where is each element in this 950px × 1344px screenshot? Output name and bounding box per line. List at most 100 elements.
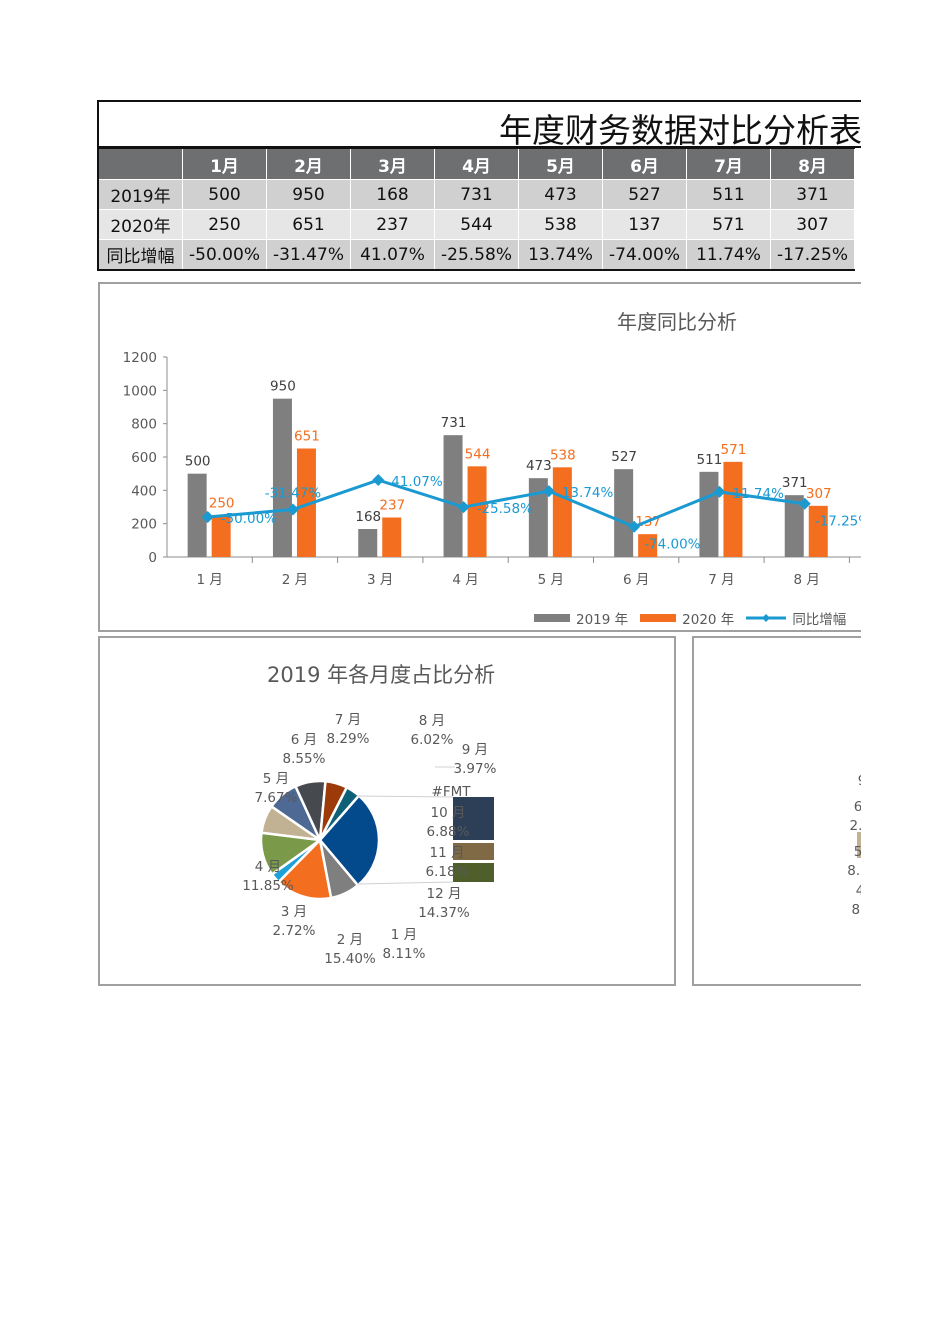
pie-label-month: 6 月 — [290, 732, 318, 748]
header-cell[interactable] — [97, 147, 183, 180]
table-cell[interactable]: 41.07% — [350, 239, 435, 271]
table-cell[interactable]: 500 — [182, 179, 267, 210]
y-tick-label: 1200 — [123, 350, 157, 366]
table-cell[interactable]: -74.00% — [602, 239, 687, 271]
legend-label-2019: 2019 年 — [576, 612, 629, 628]
pie-data-label: 1 月 8.11% — [383, 926, 426, 964]
table-cell[interactable]: -50.00% — [182, 239, 267, 271]
y-tick-label: 0 — [148, 550, 157, 566]
pie-label-month: 5 月 — [262, 771, 290, 787]
stacked-bar-segment — [453, 843, 494, 860]
growth-label: -25.58% — [477, 501, 534, 517]
bar-2020 — [382, 517, 402, 557]
pie-data-label: 12 月 14.37% — [418, 885, 469, 923]
table-cell[interactable]: 511 — [686, 179, 771, 210]
pie-chart-title: 2019 年各月度占比分析 — [267, 663, 496, 687]
bar-2020 — [723, 461, 743, 557]
table-cell[interactable]: -25.58% — [434, 239, 519, 271]
table-cell[interactable]: 950 — [266, 179, 351, 210]
pie-label-month: 12 月 — [426, 886, 462, 902]
x-tick-label: 7 月 — [708, 572, 734, 588]
sheet-viewport: 年度财务数据对比分析表 1月 2月 3月 4月 5月 6月 7月 8月 2019… — [97, 100, 861, 986]
pie-data-label: 10 月 6.88% — [427, 804, 470, 842]
growth-point — [372, 474, 385, 487]
clipped-label: 8.6 — [847, 863, 861, 879]
table-cell[interactable]: 137 — [602, 209, 687, 240]
pie-label-pct: 6.18% — [425, 864, 469, 880]
bar-2020 — [296, 448, 316, 557]
header-cell[interactable]: 2月 — [266, 147, 351, 180]
bar-2020 — [211, 515, 231, 557]
bar-2019 — [358, 529, 378, 557]
table-cell[interactable]: 571 — [686, 209, 771, 240]
connector-line — [356, 795, 454, 798]
y-tick-label: 600 — [131, 450, 157, 466]
growth-label: -74.00% — [644, 537, 701, 553]
bar-2019 — [272, 398, 292, 557]
row-label[interactable]: 2020年 — [97, 209, 183, 240]
data-table: 1月 2月 3月 4月 5月 6月 7月 8月 2019年 500 950 16… — [97, 147, 855, 271]
stacked-bar-segment — [453, 797, 494, 840]
clipped-label: 6 — [853, 799, 861, 815]
header-cell[interactable]: 5月 — [518, 147, 603, 180]
header-cell[interactable]: 3月 — [350, 147, 435, 180]
table-cell[interactable]: 371 — [770, 179, 855, 210]
pie-label-pct: 15.40% — [324, 951, 376, 967]
table-cell[interactable]: 473 — [518, 179, 603, 210]
pie-data-label: 3 月 2.72% — [273, 903, 316, 941]
pie-label-pct: 8.55% — [282, 751, 326, 767]
table-cell[interactable]: 168 — [350, 179, 435, 210]
bar-2020 — [638, 534, 658, 557]
table-cell[interactable]: 538 — [518, 209, 603, 240]
bar-label-2019: 511 — [697, 452, 723, 468]
header-cell[interactable]: 6月 — [602, 147, 687, 180]
header-cell[interactable]: 1月 — [182, 147, 267, 180]
table-cell[interactable]: 307 — [770, 209, 855, 240]
pie-data-label: 8 月 6.02% — [411, 712, 454, 750]
row-label[interactable]: 2019年 — [97, 179, 183, 210]
pie-label-pct: 11.85% — [242, 878, 294, 894]
x-tick-label: 3 月 — [367, 572, 393, 588]
growth-label: -50.00% — [221, 511, 278, 527]
pie-chart-2020[interactable] — [692, 636, 861, 986]
table-cell[interactable]: -17.25% — [770, 239, 855, 271]
pie-label-pct: 8.29% — [326, 731, 370, 747]
row-label[interactable]: 同比增幅 — [97, 239, 183, 271]
growth-label: 13.74% — [562, 485, 614, 501]
pie-label-pct: 14.37% — [418, 905, 470, 921]
pie-label-month: 7 月 — [334, 712, 362, 728]
pie-label-month: 10 月 — [430, 805, 466, 821]
clipped-label: 2. — [849, 818, 861, 834]
pie-data-label: 5 月 7.67% — [255, 770, 298, 808]
bar-label-2019: 371 — [782, 475, 808, 491]
table-cell[interactable]: -31.47% — [266, 239, 351, 271]
legend-swatch-2019 — [534, 614, 570, 622]
pie-label-pct: 2.72% — [272, 923, 316, 939]
yoy-chart-plot: 0 200 400 600 800 1000 1200 1 月 2 月 3 月 4 月 5 月 6 月 7… — [123, 350, 861, 588]
pie-data-label: 9 月 3.97% — [454, 741, 497, 779]
legend-label-2020: 2020 年 — [682, 612, 735, 628]
pie-chart-2019[interactable] — [98, 636, 676, 986]
yoy-chart[interactable] — [98, 282, 861, 632]
y-tick-label: 800 — [131, 417, 157, 433]
sheet-title: 年度财务数据对比分析表 — [499, 111, 861, 150]
growth-label: -17.25% — [815, 514, 861, 530]
bar-label-2019: 731 — [441, 415, 467, 431]
table-row: 2020年 250 651 237 544 538 137 571 307 — [97, 209, 855, 240]
bar-label-2019: 473 — [526, 458, 552, 474]
table-cell[interactable]: 13.74% — [518, 239, 603, 271]
pie-label-month: 11 月 — [429, 845, 465, 861]
yoy-chart-title: 年度同比分析 — [617, 310, 737, 334]
growth-point — [286, 503, 299, 516]
legend-swatch-growth — [746, 614, 787, 622]
table-cell[interactable]: 651 — [266, 209, 351, 240]
header-cell[interactable]: 4月 — [434, 147, 519, 180]
table-cell[interactable]: 731 — [434, 179, 519, 210]
yoy-chart-legend: 2019 年 2020 年 同比增幅 — [534, 608, 846, 628]
bar-2019 — [614, 469, 634, 557]
header-cell[interactable]: 8月 — [770, 147, 855, 180]
table-cell[interactable]: 11.74% — [686, 239, 771, 271]
clipped-label: 9 — [858, 772, 861, 791]
pie-data-label: 11 月 6.18% — [426, 844, 469, 882]
pie-label-month: 1 月 — [390, 927, 418, 943]
